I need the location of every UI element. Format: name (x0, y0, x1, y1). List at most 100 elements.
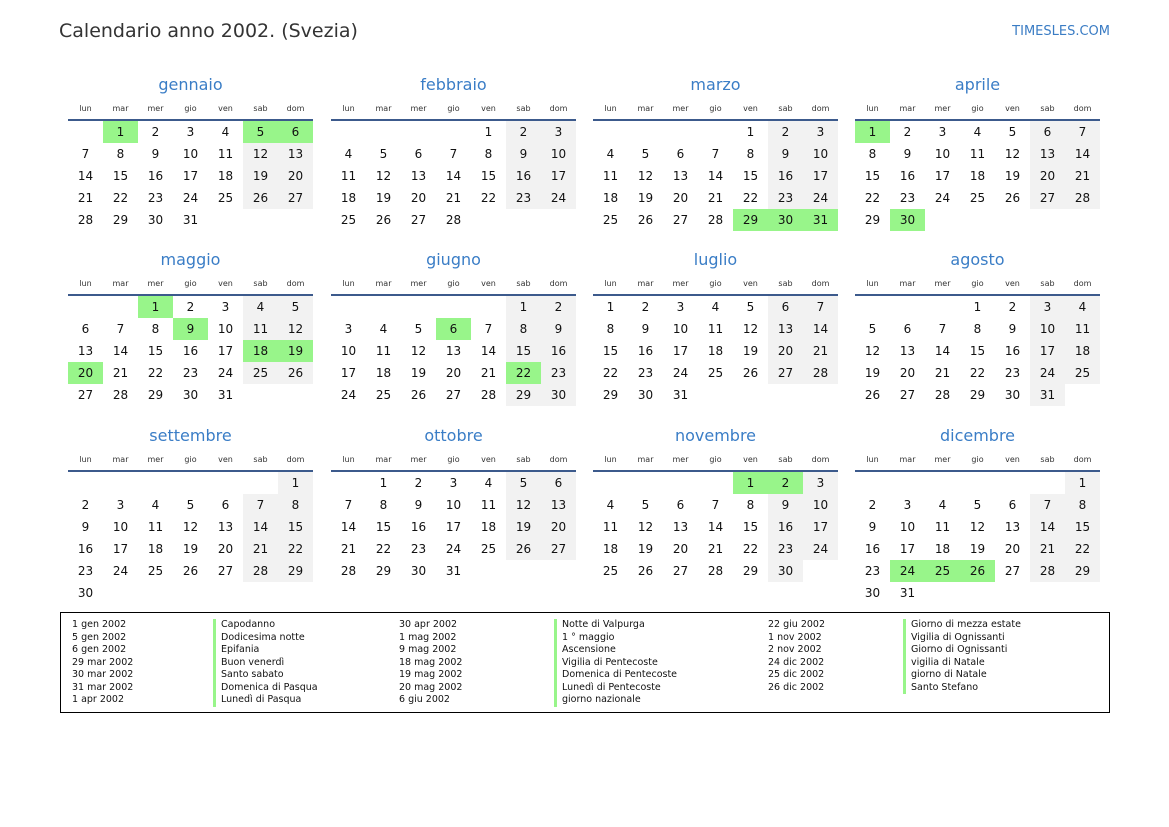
day-cell: 9 (868, 520, 877, 534)
weekday-label: mer (672, 278, 689, 288)
holiday-name: Vigilia di Pentecoste (554, 656, 677, 669)
day-cell: 15 (1065, 516, 1100, 538)
day-cell: 1 (973, 300, 982, 314)
holiday-date: 25 dic 2002 (768, 669, 825, 680)
day-cell: 7 (116, 322, 125, 336)
empty-cell (401, 121, 436, 143)
day-cell: 17 (899, 542, 916, 556)
holiday-name: Domenica di Pasqua (213, 681, 318, 694)
weekday-label: mer (147, 454, 164, 464)
weekday-label: mar (637, 278, 654, 288)
day-cell: 24 (934, 191, 951, 205)
day-cell: 23 (541, 362, 576, 384)
month-name: settembre (149, 426, 232, 445)
month-luglio: luglio lun mar mer gio ven sab dom 1 2 3 4 5 6 7 8 9 10 11… (593, 248, 838, 406)
month-name: dicembre (939, 426, 1016, 445)
weekday-label: mar (637, 103, 654, 113)
holiday-name: Vigilia di Ognissanti (903, 631, 1021, 644)
day-cell: 15 (480, 169, 497, 183)
day-cell: 28 (243, 560, 278, 582)
day-cell: 13 (278, 143, 313, 165)
day-cell: 20 (1030, 165, 1065, 187)
day-cell: 13 (77, 344, 94, 358)
day-cell: 7 (344, 498, 353, 512)
day-cell: 25 (602, 564, 619, 578)
day-cell: 3 (903, 498, 912, 512)
legend-names-3: Giorno di mezza estate Vigilia di Ognissa… (903, 619, 1021, 694)
weekday-label: lun (604, 278, 617, 288)
day-cell: 7 (711, 498, 720, 512)
day-cell: 18 (147, 542, 164, 556)
day-cell: 11 (602, 169, 619, 183)
day-cell: 27 (768, 362, 803, 384)
weekday-label: mer (672, 103, 689, 113)
month-febbraio: febbraio lun mar mer gio ven sab dom 1 2 3 4 5 6 7 8 9 10… (331, 73, 576, 231)
empty-cell (855, 472, 890, 494)
weekday-label: gio (971, 454, 984, 464)
day-cell: 14 (340, 520, 357, 534)
weekday-label: lun (342, 454, 355, 464)
day-cell: 11 (340, 169, 357, 183)
empty-cell (331, 296, 366, 318)
day-cell: 2 (903, 125, 912, 139)
weekday-label: lun (604, 454, 617, 464)
day-cell: 10 (217, 322, 234, 336)
day-cell: 10 (672, 322, 689, 336)
weekday-label: dom (811, 454, 830, 464)
weekday-label: dom (549, 103, 568, 113)
legend-dates-3: 22 giu 2002 1 nov 2002 2 nov 2002 24 dic 20… (768, 619, 825, 694)
weekday-label: mer (147, 103, 164, 113)
holiday-name: Epifania (213, 644, 318, 657)
day-cell: 12 (182, 520, 199, 534)
day-cell: 4 (1065, 296, 1100, 318)
day-cell: 30 (768, 560, 803, 582)
day-cell: 16 (541, 340, 576, 362)
empty-cell (436, 296, 471, 318)
weekday-label: gio (709, 103, 722, 113)
weekday-header: lun mar mer gio ven sab dom (68, 448, 313, 472)
day-cell: 27 (445, 388, 462, 402)
day-cell: 14 (1030, 516, 1065, 538)
day-cell: 9 (506, 143, 541, 165)
day-cell: 10 (112, 520, 129, 534)
day-cell: 26 (243, 187, 278, 209)
empty-cell (698, 121, 733, 143)
day-cell: 14 (243, 516, 278, 538)
day-cell: 6 (81, 322, 90, 336)
weekday-header: lun mar mer gio ven sab dom (855, 272, 1100, 296)
day-cell: 8 (746, 498, 755, 512)
day-cell: 4 (606, 147, 615, 161)
weekday-label: mar (899, 278, 916, 288)
day-cell: 15 (112, 169, 129, 183)
weekday-label: gio (184, 454, 197, 464)
day-cell: 24 (217, 366, 234, 380)
day-cell: 27 (217, 564, 234, 578)
holiday-date: 26 dic 2002 (768, 681, 825, 693)
day-cell: 15 (506, 340, 541, 362)
day-cell: 8 (278, 494, 313, 516)
day-cell: 13 (768, 318, 803, 340)
holiday-name: Giorno di mezza estate (903, 619, 1021, 632)
day-cell: 5 (379, 147, 388, 161)
day-cell: 16 (147, 169, 164, 183)
day-cell: 23 (77, 564, 94, 578)
brand-link[interactable]: TIMESLES.COM (1012, 24, 1110, 39)
day-cell: 28 (112, 388, 129, 402)
day-cell: 8 (506, 318, 541, 340)
day-cell: 14 (707, 520, 724, 534)
weekday-header: lun mar mer gio ven sab dom (593, 272, 838, 296)
day-cell: 6 (676, 498, 685, 512)
holiday-name: 1 ° maggio (554, 631, 677, 644)
day-cell: 23 (182, 366, 199, 380)
day-cell: 21 (112, 366, 129, 380)
day-cell: 14 (934, 344, 951, 358)
day-cell: 12 (278, 318, 313, 340)
day-cell: 17 (182, 169, 199, 183)
weekday-label: gio (447, 103, 460, 113)
day-cell: 8 (746, 147, 755, 161)
day-cell: 23 (1004, 366, 1021, 380)
day-cell: 22 (602, 366, 619, 380)
day-cell: 2 (641, 300, 650, 314)
day-cell: 25 (602, 213, 619, 227)
day-cell: 11 (375, 344, 392, 358)
